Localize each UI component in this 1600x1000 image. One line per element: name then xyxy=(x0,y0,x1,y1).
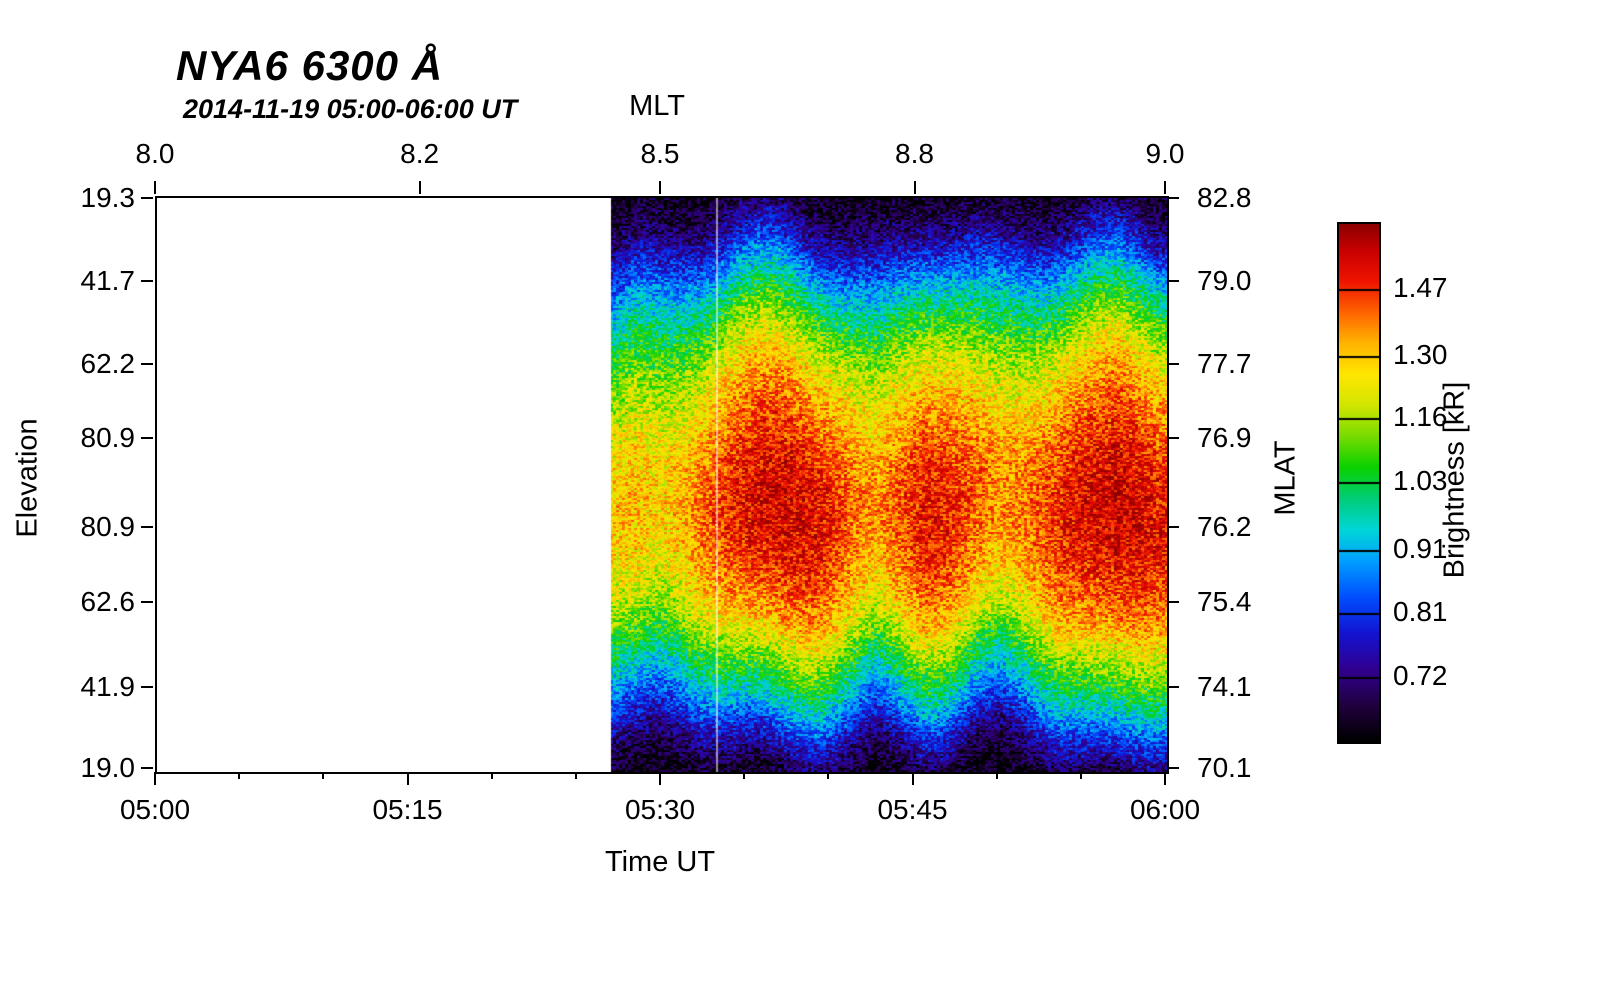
mlat-axis-tick-label: 77.7 xyxy=(1197,347,1252,379)
colorbar-tick-label: 1.03 xyxy=(1393,465,1448,497)
x-axis-title-time-ut: Time UT xyxy=(604,846,716,878)
x-axis-minor-tick xyxy=(743,772,746,779)
x-axis-tick-label: 05:00 xyxy=(119,794,191,825)
elevation-axis-tick-label: 80.9 xyxy=(80,511,136,543)
elevation-axis-tick xyxy=(141,766,153,769)
elevation-axis-tick-label: 62.6 xyxy=(80,586,136,618)
x-axis-tick-label: 05:30 xyxy=(624,794,696,825)
elevation-axis-tick-label: 19.3 xyxy=(80,182,136,214)
mlt-axis-tick-label: 8.5 xyxy=(640,138,680,169)
mlt-axis-tick xyxy=(154,181,156,194)
colorbar-tick-label: 0.91 xyxy=(1393,532,1448,564)
x-axis-tick xyxy=(659,772,661,785)
chart-subtitle: 2014-11-19 05:00-06:00 UT xyxy=(183,94,518,124)
mlt-axis-tick-label: 9.0 xyxy=(1145,138,1185,169)
mlat-axis-tick xyxy=(1167,601,1179,604)
mlat-axis-tick xyxy=(1167,686,1179,689)
top-axis-title-mlt: MLT xyxy=(629,90,685,122)
mlat-axis-tick xyxy=(1167,436,1179,439)
colorbar-tick-label: 1.30 xyxy=(1393,338,1448,370)
x-axis-minor-tick xyxy=(827,772,830,779)
elevation-axis-tick xyxy=(141,197,153,200)
elevation-axis-tick xyxy=(141,686,153,689)
elevation-axis-tick xyxy=(141,436,153,439)
colorbar-tick-label: 0.81 xyxy=(1393,595,1448,627)
mlt-axis-tick-label: 8.8 xyxy=(895,138,934,169)
plot-area xyxy=(155,196,1169,774)
mlat-axis-tick-label: 75.4 xyxy=(1197,586,1252,618)
mlat-axis-tick xyxy=(1167,766,1179,769)
x-axis-minor-tick xyxy=(322,772,325,779)
mlat-axis-tick-label: 82.8 xyxy=(1197,182,1252,214)
mlat-axis-tick-label: 70.1 xyxy=(1197,751,1252,783)
mlat-axis-tick-label: 76.9 xyxy=(1197,421,1252,453)
x-axis-tick xyxy=(1164,772,1166,785)
x-axis-minor-tick xyxy=(490,772,493,779)
elevation-axis-tick xyxy=(141,526,153,529)
x-axis-minor-tick xyxy=(1079,772,1082,779)
heatmap-canvas xyxy=(157,198,1167,772)
mlat-axis-tick xyxy=(1167,362,1179,365)
mlat-axis-tick-label: 74.1 xyxy=(1197,671,1252,703)
x-axis-tick-label: 06:00 xyxy=(1129,794,1201,825)
elevation-axis-tick-label: 41.9 xyxy=(80,671,136,703)
colorbar-tick-label: 0.72 xyxy=(1393,659,1448,691)
mlt-axis-tick xyxy=(913,181,916,194)
elevation-axis-tick-label: 19.0 xyxy=(80,751,136,783)
x-axis-minor-tick xyxy=(574,772,577,779)
mlat-axis-tick xyxy=(1167,526,1179,529)
mlt-axis-tick xyxy=(659,181,661,194)
elevation-axis-tick-label: 80.9 xyxy=(80,421,136,453)
mlat-axis-tick-label: 76.2 xyxy=(1197,511,1252,543)
elevation-axis-tick xyxy=(141,362,153,365)
x-axis-tick-label: 05:45 xyxy=(877,794,948,825)
elevation-axis-tick-label: 62.2 xyxy=(80,347,136,379)
colorbar-tick-label: 1.16 xyxy=(1393,400,1448,432)
elevation-axis-tick xyxy=(141,601,153,604)
mlat-axis-tick xyxy=(1167,279,1179,282)
x-axis-tick xyxy=(406,772,409,785)
colorbar-canvas xyxy=(1339,224,1379,742)
x-axis-minor-tick xyxy=(238,772,241,779)
x-axis-tick-label: 05:15 xyxy=(372,794,443,825)
mlt-axis-tick-label: 8.2 xyxy=(400,138,440,169)
mlt-axis-tick xyxy=(418,181,421,194)
mlt-axis-tick xyxy=(1164,181,1166,194)
mlat-axis-tick xyxy=(1167,197,1179,200)
elevation-axis-tick-label: 41.7 xyxy=(80,264,136,296)
colorbar xyxy=(1337,222,1381,744)
mlat-axis-tick-label: 79.0 xyxy=(1197,264,1252,296)
x-axis-minor-tick xyxy=(995,772,998,779)
chart-title: NYA6 6300 Å xyxy=(176,42,444,89)
colorbar-tick-label: 1.47 xyxy=(1393,272,1448,304)
x-axis-tick xyxy=(911,772,914,785)
mlt-axis-tick-label: 8.0 xyxy=(135,138,175,169)
elevation-axis-tick xyxy=(141,279,153,282)
x-axis-tick xyxy=(154,772,156,785)
